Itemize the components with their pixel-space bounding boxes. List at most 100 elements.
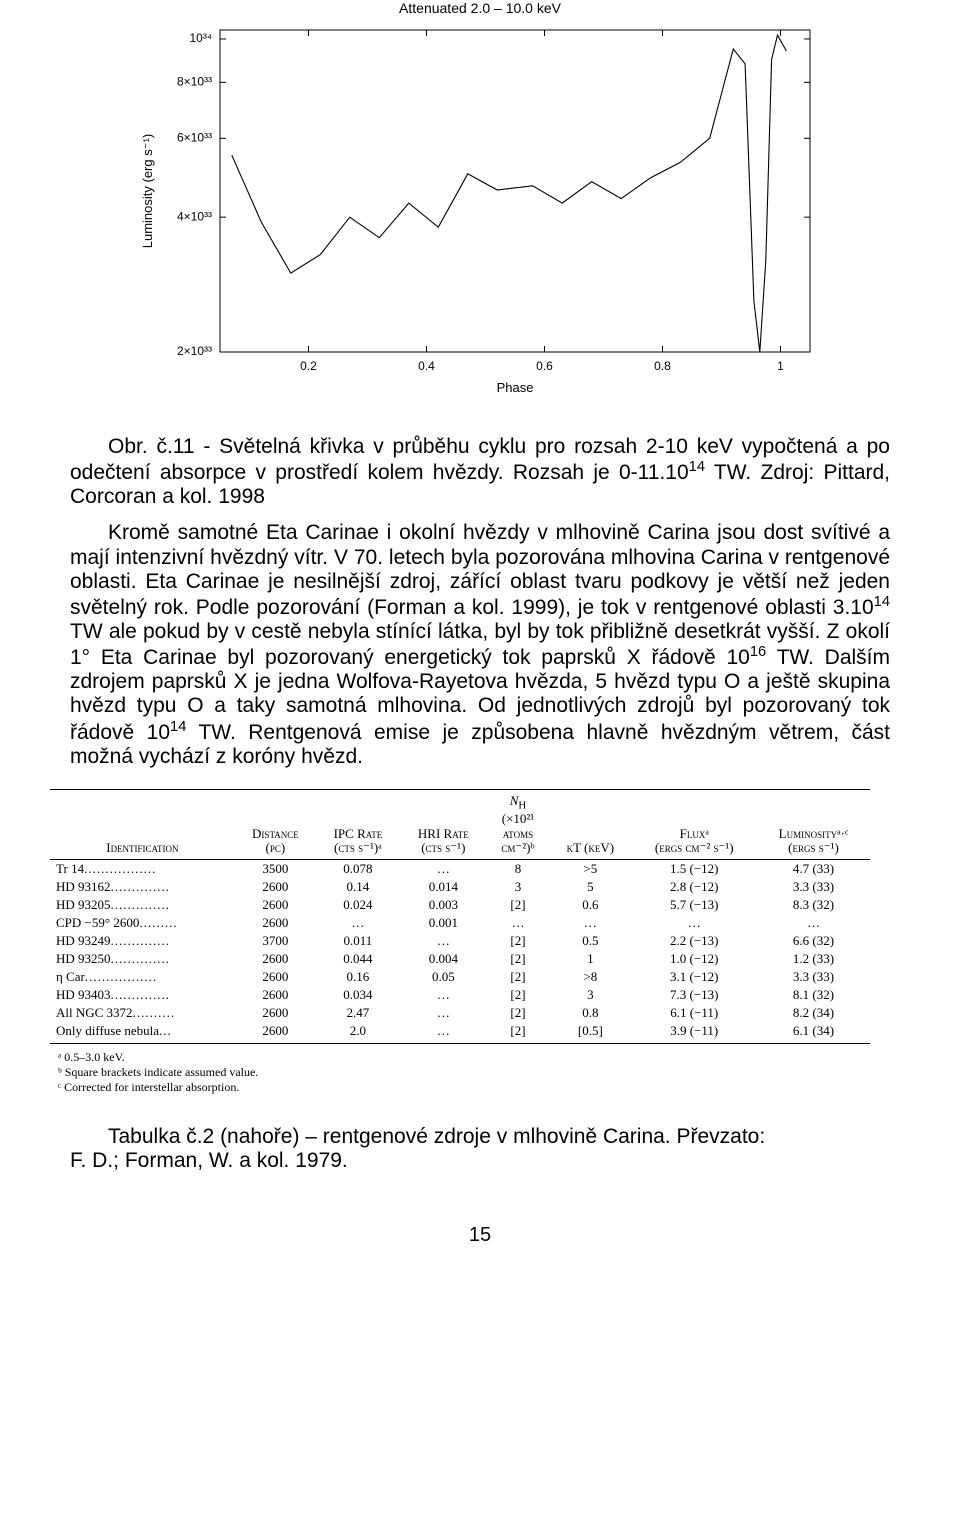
table-cell: 0.6 (549, 896, 631, 914)
svg-text:4×10³³: 4×10³³ (177, 209, 212, 223)
table-cell: … (400, 1022, 487, 1044)
table-cell: >8 (549, 968, 631, 986)
svg-text:0.8: 0.8 (654, 359, 671, 373)
table-cell: 2600 (235, 968, 316, 986)
table-column-header: NH(×10²¹atomscm⁻²)ᵇ (487, 789, 549, 859)
table-cell: 6.6 (32) (757, 932, 870, 950)
table-cell: 0.014 (400, 878, 487, 896)
table-cell: Only diffuse nebula... (50, 1022, 235, 1044)
table-cell: … (757, 914, 870, 932)
table-cell: 8.1 (32) (757, 986, 870, 1004)
table-cell: 2600 (235, 950, 316, 968)
footnote-line: ᵇ Square brackets indicate assumed value… (58, 1065, 870, 1080)
table-cell: 5 (549, 878, 631, 896)
body-paragraph: Kromě samotné Eta Carinae i okolní hvězd… (70, 521, 890, 768)
table-cell: … (400, 860, 487, 879)
svg-text:Luminosity (erg s⁻¹): Luminosity (erg s⁻¹) (140, 134, 155, 249)
svg-text:6×10³³: 6×10³³ (177, 130, 212, 144)
table-cell: 3.3 (33) (757, 878, 870, 896)
svg-text:Phase: Phase (497, 380, 534, 395)
body-sup3: 14 (170, 719, 186, 735)
caption-sup: 14 (689, 459, 705, 475)
svg-text:2×10³³: 2×10³³ (177, 344, 212, 358)
table-cell: 2600 (235, 1004, 316, 1022)
table-cell: All NGC 3372.......... (50, 1004, 235, 1022)
table-cell: 3.9 (−11) (632, 1022, 757, 1044)
table-cell: 2.0 (316, 1022, 400, 1044)
table-cell: 8.2 (34) (757, 1004, 870, 1022)
table-cell: 1.2 (33) (757, 950, 870, 968)
table-row: η Car.................26000.160.05[2]>83… (50, 968, 870, 986)
svg-text:1: 1 (777, 359, 784, 373)
table-cell: HD 93162.............. (50, 878, 235, 896)
table-cell: [2] (487, 1004, 549, 1022)
table-cell: 2.2 (−13) (632, 932, 757, 950)
table-column-header: Identification (50, 789, 235, 859)
table-caption-a: Tabulka č.2 (nahoře) – rentgenové zdroje… (108, 1125, 765, 1148)
table-cell: [2] (487, 950, 549, 968)
table-cell: [2] (487, 896, 549, 914)
table-column-header: Distance(pc) (235, 789, 316, 859)
table-column-header: Fluxᵃ(ergs cm⁻² s⁻¹) (632, 789, 757, 859)
body-d: TW. Rentgenová emise je způsobena hlavně… (70, 721, 890, 768)
table-cell: 0.14 (316, 878, 400, 896)
table-caption-b: F. D.; Forman, W. a kol. 1979. (70, 1149, 348, 1172)
table-cell: 3 (487, 878, 549, 896)
table-caption: Tabulka č.2 (nahoře) – rentgenové zdroje… (70, 1125, 890, 1173)
table-cell: … (400, 1004, 487, 1022)
table-cell: 2600 (235, 914, 316, 932)
table-cell: 1 (549, 950, 631, 968)
table-cell: 0.004 (400, 950, 487, 968)
chart-title: Attenuated 2.0 – 10.0 keV (130, 0, 830, 16)
table-cell: 8 (487, 860, 549, 879)
table-cell: 0.5 (549, 932, 631, 950)
table-cell: [2] (487, 932, 549, 950)
table-row: HD 93249..............37000.011…[2]0.52.… (50, 932, 870, 950)
xray-sources-table: IdentificationDistance(pc)IPC Rate(cts s… (50, 789, 870, 1095)
table-cell: 0.034 (316, 986, 400, 1004)
page-number: 15 (70, 1224, 890, 1247)
figure-caption: Obr. č.11 - Světelná křivka v průběhu cy… (70, 435, 890, 509)
table-cell: … (487, 914, 549, 932)
table-cell: 0.078 (316, 860, 400, 879)
table-column-header: kT (keV) (549, 789, 631, 859)
table-column-header: IPC Rate(cts s⁻¹)ᵃ (316, 789, 400, 859)
svg-text:0.4: 0.4 (418, 359, 435, 373)
table-cell: 0.16 (316, 968, 400, 986)
table-cell: [2] (487, 986, 549, 1004)
body-sup2: 16 (750, 644, 766, 660)
table-cell: 0.024 (316, 896, 400, 914)
table-cell: 2.47 (316, 1004, 400, 1022)
table-cell: 2600 (235, 1022, 316, 1044)
svg-text:8×10³³: 8×10³³ (177, 75, 212, 89)
table-footnotes: ᵃ 0.5–3.0 keV.ᵇ Square brackets indicate… (50, 1050, 870, 1095)
table-cell: >5 (549, 860, 631, 879)
table-cell: HD 93249.............. (50, 932, 235, 950)
page: Attenuated 2.0 – 10.0 keV 0.20.40.60.812… (0, 0, 960, 1287)
table-cell: 0.8 (549, 1004, 631, 1022)
body-sup1: 14 (874, 594, 890, 610)
table-cell: … (316, 914, 400, 932)
table-cell: 4.7 (33) (757, 860, 870, 879)
svg-text:0.6: 0.6 (536, 359, 553, 373)
svg-text:0.2: 0.2 (300, 359, 317, 373)
table-cell: Tr 14................. (50, 860, 235, 879)
table-row: HD 93250..............26000.0440.004[2]1… (50, 950, 870, 968)
table-cell: 1.5 (−12) (632, 860, 757, 879)
table-cell: 2600 (235, 986, 316, 1004)
table-column-header: Luminosityᵃ·ᶜ(ergs s⁻¹) (757, 789, 870, 859)
table-row: CPD −59° 2600.........2600…0.001………… (50, 914, 870, 932)
chart-container: Attenuated 2.0 – 10.0 keV 0.2 0.4 0.6 0.8 1 2… (130, 0, 830, 405)
table-row: Only diffuse nebula...26002.0…[2][0.5]3.… (50, 1022, 870, 1044)
table-cell: 0.001 (400, 914, 487, 932)
table-cell: 2.8 (−12) (632, 878, 757, 896)
table-row: All NGC 3372..........26002.47…[2]0.86.1… (50, 1004, 870, 1022)
table-cell: HD 93250.............. (50, 950, 235, 968)
table-cell: 7.3 (−13) (632, 986, 757, 1004)
table-cell: HD 93403.............. (50, 986, 235, 1004)
table-cell: 2600 (235, 878, 316, 896)
table-cell: 6.1 (34) (757, 1022, 870, 1044)
table-cell: 1.0 (−12) (632, 950, 757, 968)
table-cell: 3.1 (−12) (632, 968, 757, 986)
table-cell: 3 (549, 986, 631, 1004)
